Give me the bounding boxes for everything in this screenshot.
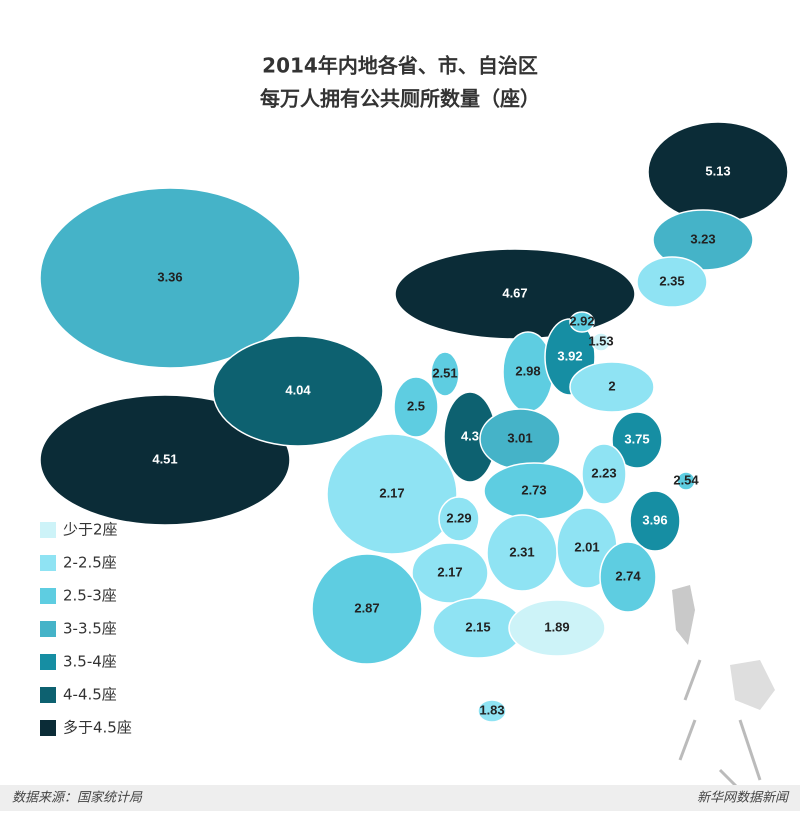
value-label: 4.51 bbox=[152, 451, 177, 466]
province bbox=[591, 332, 611, 352]
value-label: 2.51 bbox=[432, 365, 457, 380]
value-label: 2.23 bbox=[591, 465, 616, 480]
value-label: 5.13 bbox=[705, 163, 730, 178]
legend-swatch bbox=[40, 720, 56, 736]
title-line: 每万人拥有公共厕所数量（座） bbox=[260, 87, 540, 111]
value-label: 2.98 bbox=[515, 363, 540, 378]
legend-label: 2.5-3座 bbox=[63, 587, 117, 605]
value-label: 2.17 bbox=[437, 564, 462, 579]
legend-label: 少于2座 bbox=[63, 521, 118, 539]
value-label: 3.23 bbox=[690, 231, 715, 246]
value-label: 2.17 bbox=[379, 485, 404, 500]
legend-label: 多于4.5座 bbox=[63, 719, 132, 737]
value-label: 1.89 bbox=[544, 619, 569, 634]
province bbox=[581, 443, 627, 505]
province bbox=[629, 490, 681, 552]
legend-label: 4-4.5座 bbox=[63, 686, 117, 704]
legend-label: 3-3.5座 bbox=[63, 620, 117, 638]
source: 数据来源：国家统计局 bbox=[12, 790, 143, 806]
province bbox=[676, 471, 696, 491]
province bbox=[430, 351, 460, 397]
province bbox=[477, 699, 507, 723]
value-label: 1.53 bbox=[588, 333, 613, 348]
island-inset bbox=[730, 660, 775, 710]
taiwan bbox=[672, 585, 695, 645]
value-label: 2.5 bbox=[407, 398, 425, 413]
province bbox=[569, 361, 655, 413]
value-label: 4.04 bbox=[285, 382, 311, 397]
value-label: 2.15 bbox=[465, 619, 490, 634]
legend-swatch bbox=[40, 555, 56, 571]
legend-label: 2-2.5座 bbox=[63, 554, 117, 572]
value-label: 3.36 bbox=[157, 269, 182, 284]
province bbox=[393, 376, 439, 438]
legend-swatch bbox=[40, 654, 56, 670]
value-label: 3.75 bbox=[624, 431, 649, 446]
value-label: 2.54 bbox=[673, 472, 699, 487]
value-label: 2.73 bbox=[521, 482, 546, 497]
value-label: 2.87 bbox=[354, 600, 379, 615]
province bbox=[569, 311, 595, 333]
province bbox=[326, 433, 458, 555]
value-label: 2.35 bbox=[659, 273, 684, 288]
legend-swatch bbox=[40, 687, 56, 703]
dash-line bbox=[678, 659, 762, 792]
value-label: 3.96 bbox=[642, 512, 667, 527]
title-line: 2014年内地各省、市、自治区 bbox=[262, 54, 538, 78]
province bbox=[438, 496, 480, 542]
legend-swatch bbox=[40, 588, 56, 604]
value-label: 2.01 bbox=[574, 539, 599, 554]
value-label: 3.92 bbox=[557, 348, 582, 363]
value-label: 2.74 bbox=[615, 568, 641, 583]
province bbox=[508, 599, 606, 657]
province bbox=[39, 187, 301, 369]
province bbox=[311, 553, 423, 665]
regions bbox=[39, 121, 789, 723]
value-label: 4.3 bbox=[461, 428, 479, 443]
legend-swatch bbox=[40, 621, 56, 637]
province bbox=[599, 541, 657, 613]
legend-label: 3.5-4座 bbox=[63, 653, 117, 671]
province bbox=[611, 411, 663, 469]
value-label: 2.31 bbox=[509, 544, 534, 559]
value-label: 1.83 bbox=[479, 702, 504, 717]
labels: 5.13 4.67 3.23 2.35 3.36 4.51 4.04 2.5 2.51 4.3 2.… bbox=[152, 163, 730, 717]
province bbox=[212, 335, 384, 447]
value-label: 2.29 bbox=[446, 510, 471, 525]
value-label: 3.01 bbox=[507, 430, 532, 445]
brand: 新华网数据新闻 bbox=[697, 791, 790, 806]
province bbox=[39, 394, 291, 526]
value-label: 2.92 bbox=[569, 313, 594, 328]
value-label: 4.67 bbox=[502, 285, 527, 300]
province bbox=[411, 542, 489, 604]
footer-bar bbox=[0, 785, 800, 811]
value-label: 2 bbox=[608, 378, 615, 393]
legend-swatch bbox=[40, 522, 56, 538]
province bbox=[636, 256, 708, 308]
